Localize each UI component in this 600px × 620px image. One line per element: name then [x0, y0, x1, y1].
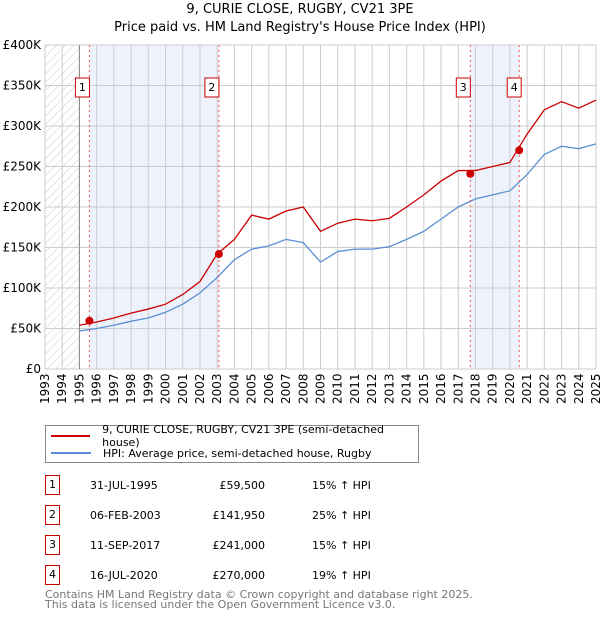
sale-label-number: 1	[79, 81, 86, 94]
series-line-hpi	[79, 143, 597, 332]
x-tick-label: 2002	[193, 373, 207, 404]
x-tick-label: 2021	[520, 373, 534, 404]
sale-date: 11-SEP-2017	[90, 539, 161, 552]
sale-badge: 4	[45, 565, 60, 585]
sale-label-number: 3	[460, 81, 467, 94]
sale-date: 16-JUL-2020	[90, 569, 158, 582]
x-tick-label: 2004	[227, 373, 241, 404]
y-tick-label: £50K	[10, 322, 42, 336]
x-tick-label: 1995	[72, 373, 86, 404]
sale-point	[515, 146, 524, 155]
x-tick-label: 2010	[331, 373, 345, 404]
x-tick-label: 2019	[486, 373, 500, 404]
legend-red-line	[51, 435, 91, 437]
sale-price: £59,500	[219, 479, 266, 492]
x-tick-label: 2013	[382, 373, 396, 404]
footer: Contains HM Land Registry data © Crown c…	[45, 588, 473, 611]
x-tick-label: 2008	[296, 373, 310, 404]
sale-row: 1 31-JUL-1995 £59,500 15% ↑ HPI	[45, 475, 445, 495]
x-tick-label: 1998	[124, 373, 138, 404]
sale-point	[85, 316, 94, 325]
chart-subtitle: Price paid vs. HM Land Registry's House …	[114, 20, 486, 35]
sale-row: 4 16-JUL-2020 £270,000 19% ↑ HPI	[45, 565, 445, 585]
sale-label-box	[74, 77, 90, 98]
footer-licence: This data is licensed under the Open Gov…	[45, 598, 396, 611]
sale-label-number: 4	[511, 81, 518, 94]
sale-hpi: 25% ↑ HPI	[312, 509, 371, 522]
y-tick-label: £100K	[3, 281, 43, 295]
sale-row: 3 11-SEP-2017 £241,000 15% ↑ HPI	[45, 535, 445, 555]
x-tick-label: 2017	[451, 373, 465, 404]
x-tick-label: 2003	[210, 373, 224, 404]
x-tick-label: 2025	[589, 373, 600, 404]
sale-price: £241,000	[212, 539, 266, 552]
sale-badge: 1	[45, 475, 60, 495]
x-tick-label: 2005	[245, 373, 259, 404]
y-tick-label: £150K	[3, 241, 43, 255]
sale-date: 06-FEB-2003	[90, 509, 161, 522]
x-tick-label: 2018	[468, 373, 482, 404]
sale-label-number: 2	[208, 81, 215, 94]
sale-hpi: 15% ↑ HPI	[312, 539, 371, 552]
legend-label-hpi: HPI: Average price, semi-detached house,…	[103, 446, 372, 460]
sale-date: 31-JUL-1995	[90, 479, 158, 492]
x-tick-label: 2022	[537, 373, 551, 404]
x-tick-label: 2020	[503, 373, 517, 404]
x-tick-label: 1993	[38, 373, 52, 404]
y-tick-label: £0	[26, 362, 41, 376]
y-tick-label: £250K	[3, 160, 43, 174]
x-tick-label: 2007	[279, 373, 293, 404]
legend-label-property: 9, CURIE CLOSE, RUGBY, CV21 3PE (semi-de…	[102, 423, 384, 449]
x-tick-label: 2012	[365, 373, 379, 404]
sale-label-box	[455, 77, 471, 98]
y-tick-label: £400K	[3, 38, 43, 52]
x-tick-label: 1996	[90, 373, 104, 404]
sale-point	[466, 169, 475, 178]
sale-point	[214, 250, 223, 259]
sale-price: £270,000	[212, 569, 266, 582]
sale-row: 2 06-FEB-2003 £141,950 25% ↑ HPI	[45, 505, 445, 525]
y-tick-label: £300K	[3, 119, 43, 133]
sale-badge: 2	[45, 505, 60, 525]
x-tick-label: 2011	[348, 373, 362, 404]
series-line-property	[79, 99, 597, 326]
x-tick-label: 1994	[55, 373, 69, 404]
sale-label-box	[204, 77, 220, 98]
legend-blue-line	[51, 452, 91, 454]
x-tick-label: 1997	[107, 373, 121, 404]
x-tick-label: 2024	[572, 373, 586, 404]
x-tick-label: 2016	[434, 373, 448, 404]
legend: 9, CURIE CLOSE, RUGBY, CV21 3PE (semi-de…	[45, 423, 419, 463]
x-tick-label: 1999	[141, 373, 155, 404]
x-tick-label: 2014	[400, 373, 414, 404]
footer-copyright: Contains HM Land Registry data © Crown c…	[45, 588, 473, 601]
y-tick-label: £200K	[3, 200, 43, 214]
x-tick-label: 2001	[176, 373, 190, 404]
sale-hpi: 15% ↑ HPI	[312, 479, 371, 492]
x-tick-label: 2006	[262, 373, 276, 404]
sale-label-box	[506, 77, 522, 98]
price-chart: 1993 1994 1995 1996 1997 1998 1999 2000 2001 2002…	[3, 38, 600, 404]
x-tick-label: 2000	[159, 373, 173, 404]
sale-hpi: 19% ↑ HPI	[312, 569, 371, 582]
y-tick-label: £350K	[3, 79, 43, 93]
sale-price: £141,950	[212, 509, 266, 522]
chart-title: 9, CURIE CLOSE, RUGBY, CV21 3PE	[186, 2, 414, 17]
x-tick-label: 2023	[555, 373, 569, 404]
x-tick-label: 2009	[314, 373, 328, 404]
sale-badge: 3	[45, 535, 60, 555]
x-tick-label: 2015	[417, 373, 431, 404]
